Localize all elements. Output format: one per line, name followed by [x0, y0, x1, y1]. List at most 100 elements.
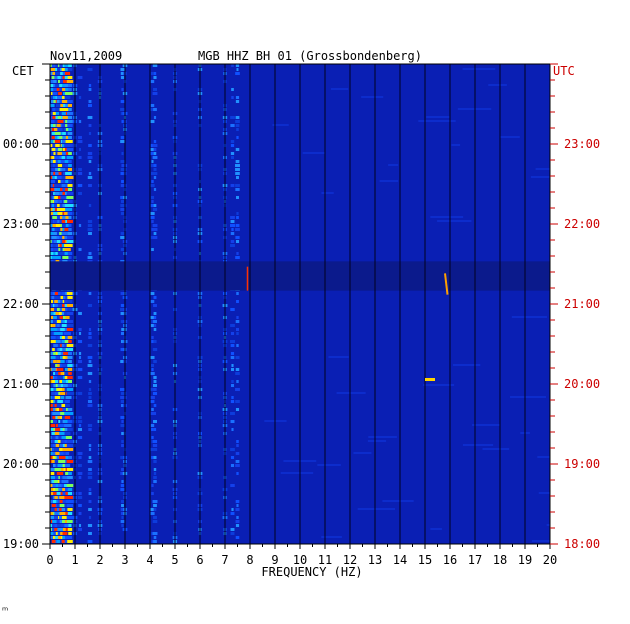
- noise-cell: [87, 372, 93, 375]
- noise-cell: [150, 152, 155, 155]
- noise-cell: [54, 536, 61, 539]
- noise-cell: [50, 188, 56, 191]
- noise-cell: [61, 124, 69, 127]
- noise-cell: [235, 460, 240, 463]
- noise-cell: [87, 524, 93, 527]
- noise-cell: [57, 352, 63, 355]
- noise-cell: [66, 324, 74, 327]
- noise-cell: [321, 192, 334, 194]
- noise-cell: [65, 528, 70, 531]
- noise-cell: [66, 444, 74, 447]
- noise-cell: [235, 168, 240, 171]
- noise-cell: [67, 540, 73, 543]
- noise-cell: [152, 224, 158, 227]
- noise-cell: [67, 364, 73, 367]
- noise-cell: [55, 452, 60, 455]
- noise-cell: [236, 216, 239, 219]
- noise-cell: [77, 172, 83, 175]
- noise-cell: [437, 220, 472, 222]
- noise-cell: [230, 400, 235, 403]
- noise-cell: [52, 248, 58, 251]
- noise-cell: [60, 460, 65, 463]
- noise-cell: [78, 476, 82, 479]
- noise-cell: [58, 436, 62, 439]
- noise-cell: [150, 292, 155, 295]
- noise-cell: [153, 108, 157, 111]
- noise-cell: [56, 360, 64, 363]
- noise-cell: [230, 532, 235, 535]
- x-tick-label: 17: [468, 553, 482, 567]
- noise-cell: [61, 308, 69, 311]
- noise-cell: [67, 184, 73, 187]
- noise-cell: [153, 460, 157, 463]
- noise-cell: [538, 492, 550, 494]
- noise-cell: [152, 156, 158, 159]
- noise-cell: [152, 500, 158, 503]
- noise-cell: [235, 372, 240, 375]
- noise-cell: [77, 428, 83, 431]
- noise-cell: [153, 480, 157, 483]
- noise-cell: [235, 148, 240, 151]
- noise-cell: [236, 68, 239, 71]
- frequency-gridlines: [74, 64, 526, 544]
- noise-cell: [64, 420, 71, 423]
- noise-cell: [53, 388, 57, 391]
- noise-cell: [67, 220, 73, 223]
- noise-cell: [152, 520, 158, 523]
- noise-cell: [50, 252, 56, 255]
- noise-cell: [62, 400, 68, 403]
- noise-cell: [150, 104, 155, 107]
- noise-cell: [55, 488, 60, 491]
- noise-cell: [68, 360, 72, 363]
- noise-cell: [152, 228, 158, 231]
- noise-cell: [151, 340, 154, 343]
- noise-cell: [50, 152, 56, 155]
- noise-cell: [65, 488, 70, 491]
- noise-cell: [88, 252, 92, 255]
- noise-cell: [120, 520, 125, 523]
- noise-cell: [65, 168, 70, 171]
- noise-cell: [57, 412, 63, 415]
- noise-cell: [66, 312, 74, 315]
- noise-cell: [77, 496, 83, 499]
- noise-cell: [87, 460, 93, 463]
- noise-cell: [151, 532, 154, 535]
- noise-cell: [120, 208, 125, 211]
- noise-cell: [52, 216, 58, 219]
- x-tick-label: 10: [293, 553, 307, 567]
- noise-cell: [66, 500, 74, 503]
- noise-cell: [53, 232, 57, 235]
- noise-cell: [68, 456, 72, 459]
- noise-cell: [57, 416, 63, 419]
- noise-cell: [151, 200, 154, 203]
- noise-cell: [230, 244, 235, 247]
- noise-cell: [67, 100, 73, 103]
- noise-cell: [60, 352, 65, 355]
- noise-cell: [67, 140, 73, 143]
- noise-cell: [66, 496, 74, 499]
- noise-cell: [50, 532, 55, 535]
- noise-cell: [64, 524, 71, 527]
- noise-cell: [235, 400, 240, 403]
- y-tick-label: 22:00: [3, 297, 39, 311]
- noise-cell: [64, 96, 71, 99]
- noise-cell: [54, 196, 61, 199]
- noise-cell: [153, 504, 157, 507]
- noise-cell: [120, 320, 125, 323]
- noise-cell: [50, 292, 56, 295]
- noise-cell: [65, 232, 70, 235]
- noise-cell: [55, 104, 60, 107]
- noise-cell: [53, 464, 57, 467]
- noise-cell: [152, 392, 158, 395]
- noise-cell: [120, 500, 125, 503]
- noise-cell: [67, 512, 73, 515]
- noise-cell: [236, 196, 239, 199]
- noise-cell: [230, 224, 235, 227]
- noise-cell: [236, 344, 239, 347]
- noise-cell: [67, 384, 73, 387]
- signal-traces: [246, 266, 449, 381]
- noise-cell: [68, 164, 72, 167]
- noise-cell: [153, 316, 157, 319]
- noise-cell: [50, 428, 55, 431]
- noise-cell: [63, 120, 67, 123]
